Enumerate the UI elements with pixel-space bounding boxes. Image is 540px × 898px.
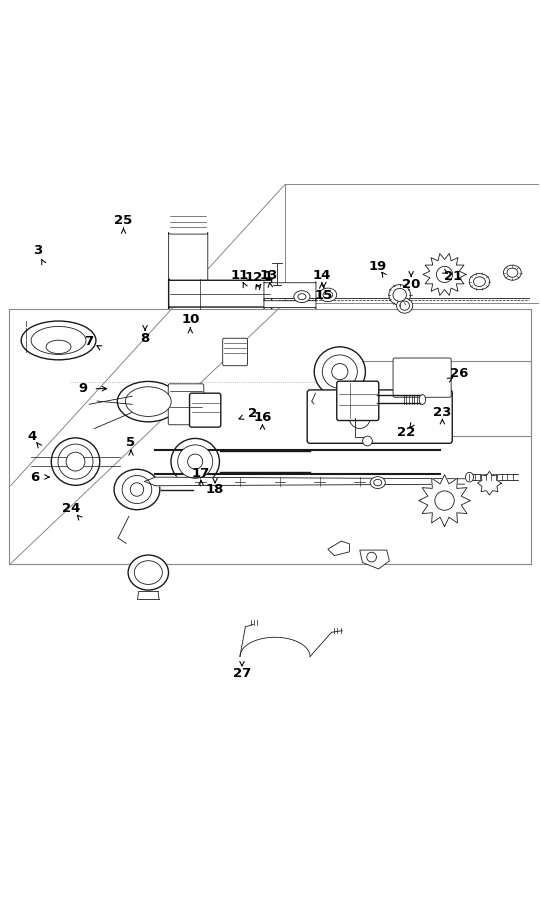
Text: 23: 23 <box>433 406 451 418</box>
Ellipse shape <box>396 298 413 313</box>
Polygon shape <box>477 471 501 495</box>
Ellipse shape <box>128 555 168 590</box>
Text: 19: 19 <box>369 260 387 274</box>
Ellipse shape <box>171 438 219 485</box>
Ellipse shape <box>114 470 160 510</box>
Ellipse shape <box>31 327 86 355</box>
FancyBboxPatch shape <box>264 282 316 300</box>
Ellipse shape <box>21 321 96 360</box>
Ellipse shape <box>474 277 485 286</box>
Circle shape <box>363 436 372 445</box>
Ellipse shape <box>323 291 333 298</box>
Text: 8: 8 <box>140 331 150 345</box>
Text: 27: 27 <box>233 666 251 680</box>
Text: 12: 12 <box>245 271 263 285</box>
Text: 3: 3 <box>33 244 42 258</box>
Ellipse shape <box>134 560 163 585</box>
Text: 5: 5 <box>126 436 136 449</box>
Ellipse shape <box>314 347 366 396</box>
Ellipse shape <box>319 288 337 302</box>
Polygon shape <box>360 550 389 569</box>
Ellipse shape <box>349 405 370 428</box>
Ellipse shape <box>469 274 490 290</box>
Text: 2: 2 <box>248 407 258 420</box>
FancyBboxPatch shape <box>264 300 316 309</box>
FancyBboxPatch shape <box>168 278 272 309</box>
Ellipse shape <box>178 445 213 479</box>
Ellipse shape <box>46 340 71 354</box>
FancyBboxPatch shape <box>190 393 221 427</box>
Text: 13: 13 <box>260 269 278 282</box>
Ellipse shape <box>298 294 306 300</box>
Polygon shape <box>418 475 470 526</box>
Ellipse shape <box>400 301 409 310</box>
Ellipse shape <box>332 364 348 380</box>
Ellipse shape <box>389 285 410 305</box>
FancyBboxPatch shape <box>337 381 379 420</box>
Ellipse shape <box>374 480 382 486</box>
Ellipse shape <box>322 355 357 388</box>
Ellipse shape <box>66 453 85 471</box>
Text: 25: 25 <box>114 214 133 226</box>
Text: 14: 14 <box>313 269 331 282</box>
Text: 6: 6 <box>30 471 39 483</box>
Circle shape <box>367 552 376 562</box>
Text: 24: 24 <box>62 502 80 515</box>
Text: 20: 20 <box>402 277 420 291</box>
Text: 22: 22 <box>396 427 415 439</box>
Ellipse shape <box>503 265 521 280</box>
Ellipse shape <box>465 472 474 482</box>
Text: 11: 11 <box>231 269 249 282</box>
Text: 4: 4 <box>28 430 37 443</box>
Ellipse shape <box>419 394 426 404</box>
Ellipse shape <box>125 387 171 417</box>
Ellipse shape <box>130 483 144 497</box>
Ellipse shape <box>370 477 385 489</box>
FancyBboxPatch shape <box>393 358 451 397</box>
Polygon shape <box>423 253 466 295</box>
Text: 10: 10 <box>181 313 199 326</box>
FancyBboxPatch shape <box>222 339 247 365</box>
Ellipse shape <box>507 269 518 277</box>
Text: 7: 7 <box>84 335 93 348</box>
FancyBboxPatch shape <box>168 233 208 285</box>
Text: 1: 1 <box>264 270 272 283</box>
Text: 16: 16 <box>253 411 272 424</box>
FancyBboxPatch shape <box>307 390 452 444</box>
Ellipse shape <box>51 438 100 485</box>
Ellipse shape <box>122 476 152 504</box>
FancyBboxPatch shape <box>168 383 204 425</box>
Text: 15: 15 <box>315 289 333 302</box>
Ellipse shape <box>393 288 407 302</box>
Ellipse shape <box>294 291 310 303</box>
Ellipse shape <box>58 445 93 480</box>
Text: 18: 18 <box>206 483 224 497</box>
Circle shape <box>436 267 453 283</box>
Text: 9: 9 <box>78 383 87 395</box>
Ellipse shape <box>117 382 179 422</box>
Polygon shape <box>328 541 349 556</box>
Ellipse shape <box>188 454 202 469</box>
Text: 21: 21 <box>444 270 462 283</box>
Circle shape <box>435 491 454 510</box>
Polygon shape <box>156 477 464 486</box>
Text: 17: 17 <box>192 467 210 480</box>
Text: 26: 26 <box>450 367 469 380</box>
